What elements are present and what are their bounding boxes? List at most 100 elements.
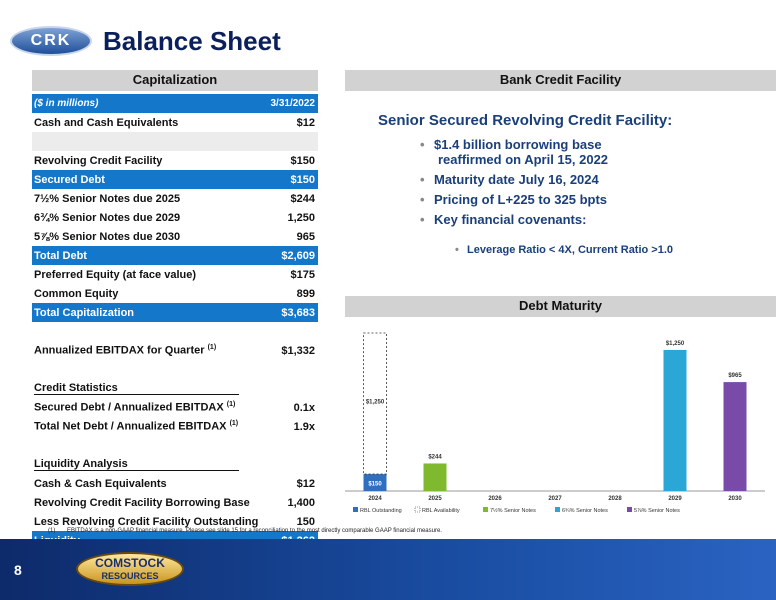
bullet-item: Pricing of L+225 to 325 bpts (420, 192, 608, 207)
footnote-ref: (1) (229, 420, 239, 428)
capitalization-header: Capitalization (32, 70, 318, 91)
row-label: Credit Statistics (32, 379, 267, 398)
row-label: Revolving Credit Facility Borrowing Base (34, 496, 250, 509)
tick-label: 2024 (368, 496, 382, 502)
row-separator (32, 322, 318, 341)
legend-entry: 5⅞% Senior Notes (634, 508, 680, 514)
footnote-marker: (1) (48, 528, 56, 534)
data-label: $1,250 (666, 341, 685, 347)
row-label: Liquidity Analysis (32, 455, 267, 474)
tick-label: 2028 (608, 496, 622, 502)
row-value: $1,332 (281, 344, 315, 357)
row-label: 7½% Senior Notes due 2025 (34, 192, 181, 205)
footnote: (1) EBITDAX is a non-GAAP financial meas… (48, 528, 442, 534)
table-row: Common Equity 899 (32, 284, 318, 303)
row-value: 150 (296, 515, 315, 528)
table-row: Revolving Credit Facility $150 (32, 151, 318, 170)
table-row: 6¾% Senior Notes due 2029 1,250 (32, 208, 318, 227)
table-row: Less Revolving Credit Facility Outstandi… (32, 512, 318, 531)
table-row: 7½% Senior Notes due 2025 $244 (32, 189, 318, 208)
legend-entry: 7½% Senior Notes (490, 507, 536, 514)
table-row: Credit Statistics (32, 379, 318, 398)
table-row: Secured Debt $150 (32, 170, 318, 189)
facility-headline: Senior Secured Revolving Credit Facility… (378, 112, 673, 129)
row-label: Cash & Cash Equivalents (34, 477, 167, 490)
comstock-logo: COMSTOCK RESOURCES (76, 552, 184, 586)
row-label: 6¾% Senior Notes due 2029 (34, 211, 181, 224)
tick-label: 2030 (728, 496, 742, 502)
footnote-ref: (1) (226, 401, 236, 409)
legend-swatch (627, 507, 632, 512)
bullet-item: Maturity date July 16, 2024 (420, 172, 608, 187)
row-value: $2,609 (267, 246, 318, 265)
row-label: Secured Debt / Annualized EBITDAX (1) (32, 398, 267, 417)
debt-maturity-header: Debt Maturity (345, 296, 776, 317)
row-value: $150 (267, 170, 318, 189)
legend-entry: RBL Outstanding (360, 508, 402, 514)
tick-label: 2027 (548, 496, 562, 502)
row-value: 1,250 (287, 211, 315, 224)
row-separator (32, 360, 318, 379)
header: CRK Balance Sheet (0, 0, 776, 62)
row-label: Annualized EBITDAX for Quarter (1) (32, 341, 267, 360)
table-row: Revolving Credit Facility Borrowing Base… (32, 493, 318, 512)
logo-line2: RESOURCES (101, 571, 159, 581)
bank-facility-header: Bank Credit Facility (345, 70, 776, 91)
row-label: Secured Debt (32, 170, 268, 189)
table-row: Cash and Cash Equivalents $12 (32, 113, 318, 132)
data-label: $1,250 (366, 400, 385, 406)
page-title: Balance Sheet (103, 26, 281, 56)
bar (363, 474, 387, 491)
bullet-text: $1.4 billion borrowing base (434, 137, 602, 152)
data-label: $965 (728, 373, 742, 379)
row-value: 1.9x (293, 420, 315, 433)
table-row: Cash & Cash Equivalents $12 (32, 474, 318, 493)
table-row: Annualized EBITDAX for Quarter (1) $1,33… (32, 341, 318, 360)
sec-ratio-label: Secured Debt / Annualized EBITDAX (34, 401, 224, 414)
row-value: $3,683 (267, 303, 318, 322)
legend-swatch (483, 507, 488, 512)
table-row: Liquidity Analysis (32, 455, 318, 474)
credit-stats-label: Credit Statistics (34, 382, 239, 395)
table-row: 5⅞% Senior Notes due 2030 965 (32, 227, 318, 246)
debt-maturity-chart: $150 $1,250 2024 $244 2025 2026 2027 2028 $1,250… (345, 332, 765, 514)
bar (723, 382, 747, 491)
capitalization-table: ($ in millions) 3/31/2022 Cash and Cash … (32, 94, 318, 550)
row-value: 899 (296, 287, 315, 300)
row-value: $12 (296, 116, 315, 129)
legend-swatch (353, 507, 358, 512)
legend-swatch (414, 506, 421, 513)
row-label: Less Revolving Credit Facility Outstandi… (34, 515, 259, 528)
liquidity-analysis-label: Liquidity Analysis (34, 458, 239, 471)
row-value: $150 (290, 154, 315, 167)
bullet-text-cont: reaffirmed on April 15, 2022 (438, 152, 609, 167)
ebitdax-label: Annualized EBITDAX for Quarter (34, 344, 205, 357)
row-label: Total Debt (32, 246, 268, 265)
date-label: 3/31/2022 (267, 94, 318, 113)
footnote-ref: (1) (207, 344, 217, 352)
footnote-text: EBITDAX is a non-GAAP financial measure.… (67, 528, 442, 534)
row-label: Total Net Debt / Annualized EBITDAX (1) (32, 417, 267, 436)
table-row: Total Capitalization $3,683 (32, 303, 318, 322)
data-label: $244 (428, 454, 442, 460)
legend-entry: RBL Availability (422, 508, 460, 514)
row-value: $175 (290, 268, 315, 281)
row-value: 0.1x (293, 401, 315, 414)
table-row: Secured Debt / Annualized EBITDAX (1) 0.… (32, 398, 318, 417)
row-label: Revolving Credit Facility (34, 154, 163, 167)
row-value: $12 (296, 477, 315, 490)
table-row: ($ in millions) 3/31/2022 (32, 94, 318, 113)
footer-bar: 8 COMSTOCK RESOURCES (0, 539, 776, 600)
row-label: Cash and Cash Equivalents (34, 116, 179, 129)
bullet-item: Key financial covenants: (420, 212, 608, 227)
net-ratio-label: Total Net Debt / Annualized EBITDAX (34, 420, 227, 433)
tick-label: 2029 (668, 496, 682, 502)
row-value: 965 (296, 230, 315, 243)
legend-swatch (555, 507, 560, 512)
tick-label: 2026 (488, 496, 502, 502)
row-separator (32, 436, 318, 455)
legend-entry: 6¾% Senior Notes (562, 508, 608, 514)
row-value: 1,400 (287, 496, 315, 509)
row-label: 5⅞% Senior Notes due 2030 (34, 230, 181, 243)
